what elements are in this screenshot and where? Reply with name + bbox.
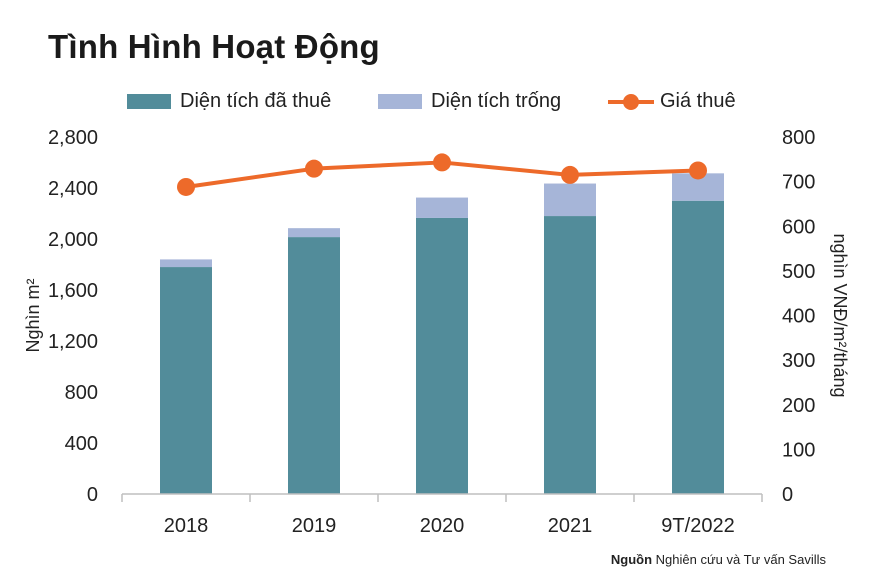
bar-leased <box>416 217 468 494</box>
y2-tick-label: 300 <box>782 350 815 372</box>
bar-leased <box>288 237 340 494</box>
y-axis-title: Nghìn m² <box>23 278 43 352</box>
bar-vacant <box>544 183 596 217</box>
bar-leased <box>672 200 724 494</box>
y-tick-label: 0 <box>87 484 98 506</box>
y2-tick-label: 500 <box>782 261 815 283</box>
chart-title: Tình Hình Hoạt Động <box>48 28 380 65</box>
y-tick-label: 2,000 <box>48 229 98 251</box>
legend-item-leased: Diện tích đã thuê <box>127 90 331 113</box>
source-note: Nguồn Nghiên cứu và Tư vấn Savills <box>611 552 826 567</box>
bar-vacant <box>160 259 212 268</box>
y-tick-label: 2,400 <box>48 178 98 200</box>
bar-leased <box>160 267 212 494</box>
y-tick-label: 2,800 <box>48 127 98 149</box>
x-tick-label: 2021 <box>548 515 593 537</box>
rent-point <box>305 159 323 178</box>
chart-legend: Diện tích đã thuê Diện tích trống Giá th… <box>0 90 870 120</box>
y2-tick-label: 400 <box>782 306 815 328</box>
bar-vacant <box>416 197 468 218</box>
y-tick-label: 400 <box>65 433 98 455</box>
y2-tick-label: 800 <box>782 127 815 149</box>
x-tick-label: 2020 <box>420 515 465 537</box>
bar-leased <box>544 216 596 495</box>
rent-point <box>177 177 195 196</box>
legend-label-rent: Giá thuê <box>660 90 736 112</box>
y-tick-label: 800 <box>65 382 98 404</box>
rent-point <box>433 153 451 172</box>
legend-label-leased: Diện tích đã thuê <box>180 90 332 112</box>
y2-tick-label: 700 <box>782 172 815 194</box>
y2-axis-title: nghìn VNĐ/m²/tháng <box>830 233 850 397</box>
bar-vacant <box>288 228 340 238</box>
source-text: Nghiên cứu và Tư vấn Savills <box>655 552 826 567</box>
x-tick-label: 2019 <box>292 515 337 537</box>
y2-tick-label: 100 <box>782 439 815 461</box>
y-tick-label: 1,200 <box>48 331 98 353</box>
legend-item-rent: Giá thuê <box>608 90 736 113</box>
x-tick-label: 2018 <box>164 515 209 537</box>
x-tick-label: 9T/2022 <box>661 515 734 537</box>
y2-tick-label: 200 <box>782 395 815 417</box>
legend-swatch-vacant <box>378 94 422 109</box>
rent-point <box>561 165 579 184</box>
y2-tick-label: 0 <box>782 484 793 506</box>
rent-point <box>689 161 707 180</box>
legend-swatch-leased <box>127 94 171 109</box>
legend-item-vacant: Diện tích trống <box>378 90 561 113</box>
legend-label-vacant: Diện tích trống <box>431 90 562 112</box>
source-label: Nguồn <box>610 552 653 567</box>
y-tick-label: 1,600 <box>48 280 98 302</box>
y2-tick-label: 600 <box>782 216 815 238</box>
legend-swatch-rent <box>608 93 654 110</box>
